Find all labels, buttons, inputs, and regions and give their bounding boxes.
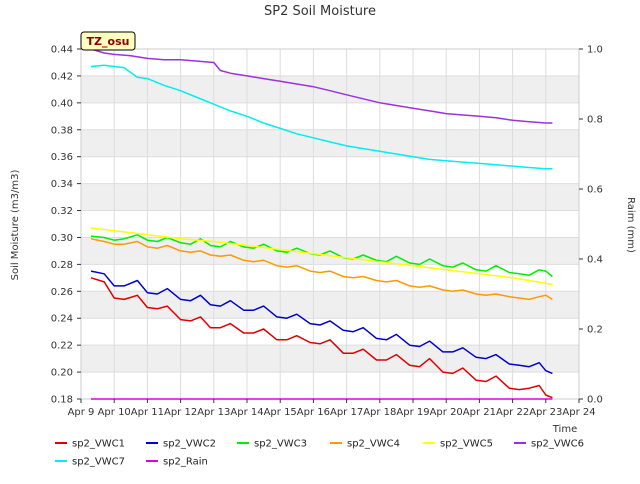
y-tick-label: 0.42 — [51, 71, 73, 82]
y-tick-label: 0.26 — [51, 287, 73, 298]
plot-bands — [81, 75, 579, 373]
y2-tick-label: 0.0 — [587, 395, 603, 406]
x-tick-label: Apr 22 — [496, 407, 529, 418]
y-tick-label: 0.18 — [51, 395, 73, 406]
legend-item: sp2_VWC3 — [237, 439, 307, 450]
x-tick-label: Apr 9 — [68, 407, 95, 418]
y2-tick-label: 0.8 — [587, 115, 603, 126]
y-axis-label: Soil Moisture (m3/m3) — [10, 170, 21, 281]
x-tick-label: Apr 11 — [131, 407, 164, 418]
plot-band — [81, 291, 579, 319]
x-axis-ticks: Apr 9 Apr 10 Apr 11 Apr 12 Apr 13 Apr 14 Apr 1… — [68, 399, 596, 418]
station-badge: TZ_osu — [80, 31, 136, 51]
series-line-sp2_VWC2 — [90, 270, 553, 375]
x-axis-label: Time — [552, 424, 577, 435]
legend-item: sp2_VWC2 — [146, 439, 216, 450]
y-tick-label: 0.28 — [51, 260, 73, 271]
y-axis-ticks: 0.18 0.20 0.22 0.24 0.26 0.28 0.30 0.32 0.34 0.36… — [51, 45, 81, 406]
badge-text: TZ_osu — [87, 35, 130, 48]
series-line-sp2_VWC1 — [90, 277, 553, 399]
y-tick-label: 0.32 — [51, 206, 73, 217]
series-line-sp2_VWC4 — [90, 238, 553, 301]
series-line-sp2_VWC6 — [90, 48, 553, 124]
series-line-sp2_VWC7 — [90, 64, 553, 170]
legend-item: sp2_Rain — [146, 457, 208, 468]
x-tick-label: Apr 23 — [529, 407, 562, 418]
legend-label: sp2_VWC4 — [347, 439, 400, 450]
x-tick-label: Apr 13 — [197, 407, 230, 418]
y2-tick-label: 0.6 — [587, 185, 603, 196]
legend: sp2_VWC1 sp2_VWC2 sp2_VWC3 sp2_VWC4 sp2_VWC5… — [55, 439, 584, 468]
legend-label: sp2_VWC2 — [163, 439, 216, 450]
y2-axis-ticks: 0.0 0.2 0.4 0.6 0.8 1.0 — [579, 45, 603, 406]
y-tick-label: 0.24 — [51, 314, 73, 325]
legend-label: sp2_VWC3 — [254, 439, 307, 450]
y-tick-label: 0.40 — [51, 98, 73, 109]
y-tick-label: 0.36 — [51, 152, 73, 163]
plot-band — [81, 183, 579, 211]
y-tick-label: 0.38 — [51, 125, 73, 136]
x-tick-label: Apr 12 — [164, 407, 197, 418]
legend-label: sp2_VWC5 — [440, 439, 493, 450]
y-tick-label: 0.22 — [51, 341, 73, 352]
y2-tick-label: 0.2 — [587, 325, 603, 336]
y2-tick-label: 0.4 — [587, 255, 603, 266]
x-tick-label: Apr 21 — [463, 407, 496, 418]
y-tick-label: 0.20 — [51, 368, 73, 379]
x-tick-label: Apr 14 — [230, 407, 263, 418]
legend-item: sp2_VWC7 — [55, 457, 125, 468]
legend-label: sp2_VWC6 — [531, 439, 584, 450]
plot-band — [81, 129, 579, 157]
legend-label: sp2_VWC1 — [72, 439, 125, 450]
legend-item: sp2_VWC6 — [514, 439, 584, 450]
legend-label: sp2_VWC7 — [72, 457, 125, 468]
y-tick-label: 0.30 — [51, 233, 73, 244]
x-tick-label: Apr 10 — [98, 407, 131, 418]
legend-item: sp2_VWC1 — [55, 439, 125, 450]
series-line-sp2_VWC3 — [90, 234, 553, 278]
x-tick-label: Apr 24 — [562, 407, 595, 418]
y-tick-label: 0.44 — [51, 45, 73, 56]
x-tick-label: Apr 15 — [264, 407, 297, 418]
plot-band — [81, 345, 579, 373]
y2-axis-label: Raim (mm) — [625, 197, 636, 253]
x-tick-label: Apr 20 — [430, 407, 463, 418]
x-tick-label: Apr 18 — [363, 407, 396, 418]
y-tick-label: 0.34 — [51, 179, 73, 190]
legend-item: sp2_VWC4 — [330, 439, 400, 450]
x-tick-label: Apr 16 — [297, 407, 330, 418]
x-tick-label: Apr 19 — [396, 407, 429, 418]
series-line-sp2_VWC5 — [90, 227, 553, 286]
badge-box — [80, 31, 136, 51]
series-layer — [90, 48, 553, 400]
legend-item: sp2_VWC5 — [423, 439, 493, 450]
plot-band — [81, 75, 579, 103]
chart-title: SP2 Soil Moisture — [264, 4, 376, 19]
y2-tick-label: 1.0 — [587, 45, 603, 56]
x-tick-label: Apr 17 — [330, 407, 363, 418]
legend-label: sp2_Rain — [163, 457, 208, 468]
